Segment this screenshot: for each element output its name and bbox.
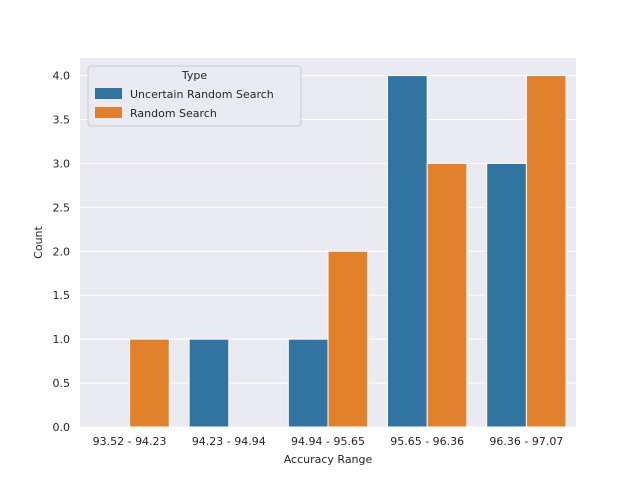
bar-uncertain-random-search-3 <box>387 75 428 428</box>
bar-random-search-0 <box>129 338 170 428</box>
legend-box <box>87 65 302 127</box>
y-tick-label: 1.0 <box>53 333 71 346</box>
bar-uncertain-random-search-1 <box>188 338 230 428</box>
x-tick-label: 95.65 - 96.36 <box>390 435 464 448</box>
y-tick-label: 2.5 <box>53 201 71 214</box>
bar-random-search-2 <box>327 250 369 428</box>
y-tick-label: 1.5 <box>53 289 71 302</box>
x-tick-label: 94.23 - 94.94 <box>192 435 266 448</box>
y-tick-label: 0.5 <box>53 377 71 390</box>
bar-uncertain-random-search-4 <box>486 162 527 428</box>
x-tick-label: 93.52 - 94.23 <box>93 435 167 448</box>
legend-title: Type <box>181 69 207 82</box>
x-tick-labels: 93.52 - 94.23 94.23 - 94.94 94.94 - 95.65 9… <box>93 435 564 448</box>
legend-label: Uncertain Random Search <box>130 88 274 101</box>
y-tick-label: 3.5 <box>53 114 71 127</box>
y-axis-label: Count <box>32 225 45 258</box>
legend-swatch <box>95 107 122 118</box>
bar-random-search-4 <box>525 75 567 428</box>
y-tick-label: 2.0 <box>53 245 71 258</box>
bar-random-search-3 <box>426 162 468 428</box>
bars <box>129 75 567 428</box>
y-tick-label: 0.0 <box>53 421 71 434</box>
y-tick-labels: 0.0 0.5 1.0 1.5 2.0 2.5 3.0 3.5 4.0 <box>53 70 71 434</box>
y-tick-label: 3.0 <box>53 157 71 170</box>
x-tick-label: 94.94 - 95.65 <box>291 435 365 448</box>
legend-label: Random Search <box>130 107 217 120</box>
legend: Type Uncertain Random Search Random Searc… <box>87 65 302 127</box>
x-tick-label: 96.36 - 97.07 <box>489 435 563 448</box>
y-tick-label: 4.0 <box>53 70 71 83</box>
legend-swatch <box>95 88 122 99</box>
x-axis-label: Accuracy Range <box>284 453 373 466</box>
bar-uncertain-random-search-2 <box>287 338 329 428</box>
